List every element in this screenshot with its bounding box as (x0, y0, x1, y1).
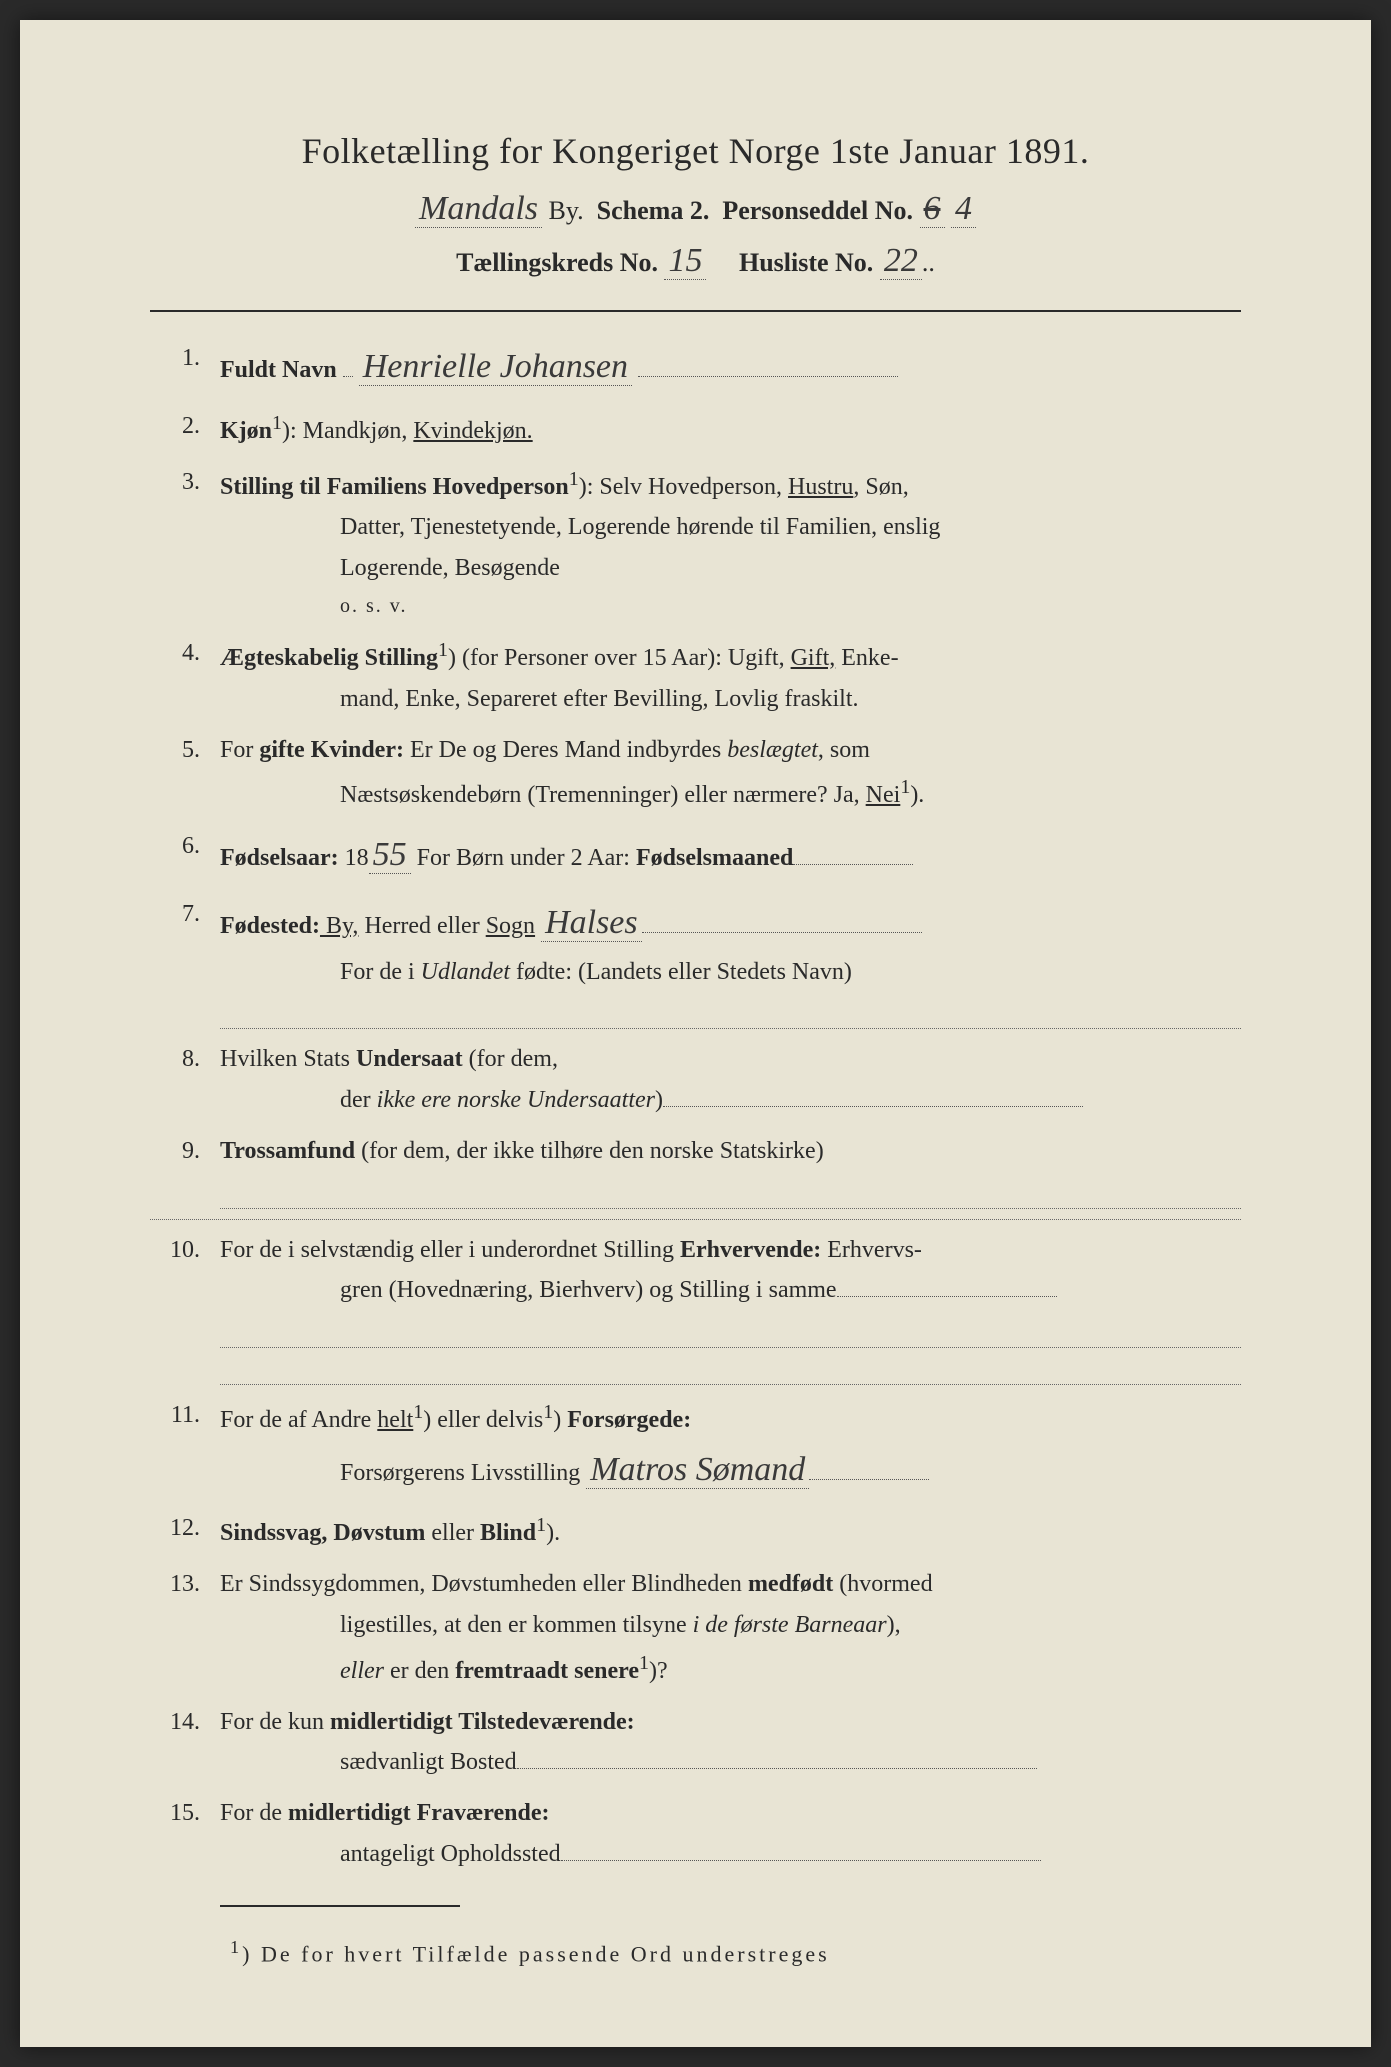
item3-line3: Logerende, Besøgende (220, 548, 1241, 589)
item13-line3: eller er den fremtraadt senere1)? (220, 1646, 1241, 1692)
by-label: By. (549, 196, 584, 225)
item-7: 7. Fødested: By, Herred eller Sogn Halse… (150, 894, 1241, 1029)
num-2: 2. (150, 406, 200, 447)
value-navn: Henrielle Johansen (359, 348, 632, 386)
label-stilling: Stilling til Familiens Hovedperson (220, 474, 569, 500)
subtitle-row-2: Tællingskreds No. 15 Husliste No. 22.. (150, 242, 1241, 280)
birth-year: 55 (369, 836, 411, 874)
item4-line2: mand, Enke, Separeret efter Bevilling, L… (220, 679, 1241, 720)
label-forsorgede: Forsørgede: (567, 1407, 691, 1433)
item3-line4: o. s. v. (220, 589, 1241, 623)
husliste-no: 22 (880, 242, 922, 280)
item-14: 14. For de kun midlertidigt Tilstedevære… (150, 1702, 1241, 1784)
item-11: 11. For de af Andre helt1) eller delvis1… (150, 1395, 1241, 1499)
main-title: Folketælling for Kongeriget Norge 1ste J… (150, 130, 1241, 172)
label-gifte: gifte Kvinder: (259, 737, 404, 763)
item5-line2: Næstsøskendebørn (Tremenninger) eller næ… (220, 770, 1241, 816)
item14-line2: sædvanligt Bosted (220, 1742, 1241, 1783)
schema-label: Schema 2. (597, 196, 710, 225)
item-12: 12. Sindssvag, Døvstum eller Blind1). (150, 1508, 1241, 1554)
item-8: 8. Hvilken Stats Undersaat (for dem, der… (150, 1039, 1241, 1121)
item-15: 15. For de midlertidigt Fraværende: anta… (150, 1793, 1241, 1875)
form-items: 1. Fuldt Navn Henrielle Johansen 2. Kjøn… (150, 338, 1241, 1875)
label-fodselsmaaned: Fødselsmaaned (636, 845, 793, 871)
item-6: 6. Fødselsaar: 1855 For Børn under 2 Aar… (150, 826, 1241, 884)
label-erhvervende: Erhvervende: (680, 1237, 821, 1263)
num-15: 15. (150, 1793, 200, 1834)
item-1: 1. Fuldt Navn Henrielle Johansen (150, 338, 1241, 396)
item3-line2: Datter, Tjenestetyende, Logerende hørend… (220, 507, 1241, 548)
num-1: 1. (150, 338, 200, 379)
aegteskab-selected: Gift, (791, 645, 836, 671)
divider-top (150, 310, 1241, 312)
label-tilstedevaerende: midlertidigt Tilstedeværende: (330, 1709, 635, 1735)
num-9: 9. (150, 1131, 200, 1172)
item11-line2: Forsørgerens Livsstilling Matros Sømand (220, 1441, 1241, 1499)
stilling-selected: Hustru (788, 474, 853, 500)
num-7: 7. (150, 894, 200, 935)
item-13: 13. Er Sindssygdommen, Døvstumheden elle… (150, 1564, 1241, 1691)
label-fravaerende: midlertidigt Fraværende: (288, 1800, 550, 1826)
divider-footer (220, 1905, 460, 1907)
label-aegteskab: Ægteskabelig Stilling (220, 645, 438, 671)
forsorger-stilling: Matros Sømand (586, 1451, 809, 1489)
husliste-label: Husliste No. (739, 248, 873, 277)
label-kjon: Kjøn (220, 418, 272, 444)
item8-line2: der ikke ere norske Undersaatter) (220, 1080, 1241, 1121)
item7-line2: For de i Udlandet fødte: (Landets eller … (220, 952, 1241, 993)
label-fuldt-navn: Fuldt Navn (220, 357, 337, 383)
num-8: 8. (150, 1039, 200, 1080)
kjon-selected: Kvindekjøn. (413, 418, 532, 444)
num-13: 13. (150, 1564, 200, 1605)
item-4: 4. Ægteskabelig Stilling1) (for Personer… (150, 633, 1241, 720)
item13-line2: ligestilles, at den er kommen tilsyne i … (220, 1605, 1241, 1646)
num-10: 10. (150, 1230, 200, 1271)
label-fodested: Fødested: (220, 913, 320, 939)
item10-line2: gren (Hovednæring, Bierhverv) og Stillin… (220, 1270, 1241, 1311)
kreds-label: Tællingskreds No. (456, 248, 658, 277)
item-5: 5. For gifte Kvinder: Er De og Deres Man… (150, 730, 1241, 817)
personseddel-struck: 6 (920, 190, 945, 228)
num-11: 11. (150, 1395, 200, 1436)
birthplace: Halses (541, 904, 642, 942)
label-trossamfund: Trossamfund (220, 1138, 355, 1164)
label-fodselsaar: Fødselsaar: (220, 845, 339, 871)
num-6: 6. (150, 826, 200, 867)
item-9: 9. Trossamfund (for dem, der ikke tilhør… (150, 1131, 1241, 1209)
label-undersaat: Undersaat (356, 1046, 463, 1072)
subtitle-row-1: Mandals By. Schema 2. Personseddel No. 6… (150, 190, 1241, 228)
num-12: 12. (150, 1508, 200, 1549)
personseddel-label: Personseddel No. (722, 196, 913, 225)
divider-9-10 (150, 1219, 1241, 1220)
item-3: 3. Stilling til Familiens Hovedperson1):… (150, 462, 1241, 623)
item-2: 2. Kjøn1): Mandkjøn, Kvindekjøn. (150, 406, 1241, 452)
by-handwritten: Mandals (415, 190, 542, 228)
item15-line2: antageligt Opholdssted (220, 1834, 1241, 1875)
label-sindssvag: Sindssvag, Døvstum (220, 1520, 425, 1546)
census-form-page: Folketælling for Kongeriget Norge 1ste J… (20, 20, 1371, 2047)
num-14: 14. (150, 1702, 200, 1743)
label-medfodt: medfødt (748, 1571, 833, 1597)
kreds-no: 15 (664, 242, 706, 280)
beslaegtet-selected: Nei (866, 782, 901, 808)
item-10: 10. For de i selvstændig eller i underor… (150, 1230, 1241, 1385)
personseddel-no: 4 (951, 190, 976, 228)
footnote: 1) De for hvert Tilfælde passende Ord un… (150, 1937, 1241, 1967)
num-3: 3. (150, 462, 200, 503)
num-5: 5. (150, 730, 200, 771)
num-4: 4. (150, 633, 200, 674)
